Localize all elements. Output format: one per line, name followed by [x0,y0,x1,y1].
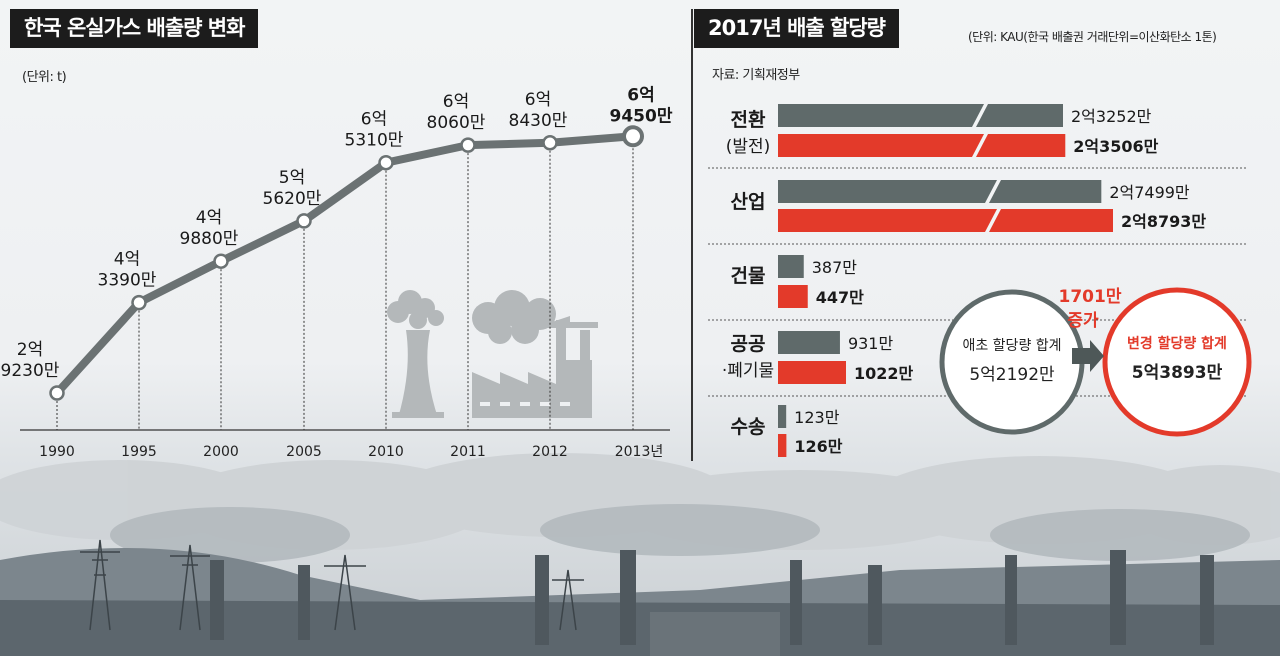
bar-value-label-changed: 2억8793만 [1121,212,1206,231]
x-tick-label: 2012 [532,444,568,460]
bar-value-label-original: 123만 [794,408,840,427]
category-label: 전환 [731,109,766,131]
original-total-circle [939,289,1085,435]
data-point [296,213,312,229]
original-total-label: 애초 할당량 합계 [962,338,1061,354]
data-label-line2: 5620만 [263,189,322,209]
x-tick-label: 1995 [121,444,157,460]
data-label-line1: 6억 [443,92,469,112]
bar-value-label-changed: 447만 [816,288,864,307]
axis-break-mark [985,209,1001,232]
bar-original [778,405,787,428]
x-tick-label: 2005 [286,444,322,460]
arrow-right-icon [1072,340,1104,372]
left-panel-title: 한국 온실가스 배출량 변화 [10,9,259,48]
data-label-line1: 2억 [17,340,43,360]
bar-changed [778,434,787,457]
x-tick-label: 2013년 [615,444,664,460]
panel-divider [691,9,693,461]
x-tick-label: 2000 [203,444,239,460]
data-label-line2: 8430만 [509,111,568,131]
bar-changed [778,285,808,308]
bar-changed [778,134,1066,157]
data-label-line1: 6억 [361,110,387,130]
data-label-line1: 4억 [196,208,222,228]
category-label: (발전) [726,137,771,157]
bar-value-label-changed: 1022만 [854,364,914,383]
bar-changed [778,209,1113,232]
x-tick-label: 2011 [450,444,486,460]
data-label-line1: 5억 [279,168,305,188]
data-label-line2: 3390만 [98,271,157,291]
category-label: 공공 [731,333,766,355]
bar-original [778,104,1063,127]
series-line [54,132,634,396]
data-point [131,294,147,311]
category-label: ·폐기물 [722,361,774,381]
data-point [460,137,476,153]
changed-total-label: 변경 할당량 합계 [1127,335,1227,352]
data-label-line2: 9880만 [180,229,239,249]
data-label-line2: 5310만 [345,131,404,151]
bar-original [778,180,1102,203]
increase-label: 증가 [1067,311,1099,331]
data-label-line2: 8060만 [427,113,486,133]
bar-value-label-original: 387만 [812,258,858,277]
increase-amount: 1701만 [1059,287,1122,307]
original-total-value: 5억2192만 [969,365,1055,385]
data-point [213,253,229,269]
transmission-towers [80,539,584,631]
axis-break-mark [985,180,1001,203]
data-label-line1: 6억 [525,90,551,110]
bar-value-label-changed: 126만 [794,437,842,456]
data-label-line2: 9450만 [610,106,673,126]
x-tick-label: 2010 [368,444,404,460]
bar-value-label-original: 931만 [848,334,894,353]
changed-total-circle [1102,287,1252,437]
data-point [622,125,644,148]
data-point [49,385,65,401]
smokestacks [210,550,1214,645]
source-label: 자료: 기획재정부 [712,68,800,83]
bar-original [778,331,840,354]
data-point [378,154,394,171]
category-label: 수송 [731,416,766,438]
bar-value-label-original: 2억7499만 [1109,183,1190,202]
bar-value-label-original: 2억3252만 [1071,107,1152,126]
changed-total-value: 5억3893만 [1132,363,1223,383]
category-label: 건물 [731,265,766,287]
axis-break-mark [972,104,988,127]
axis-break-mark [972,134,988,157]
right-panel-title: 2017년 배출 할당량 [694,9,899,48]
data-label-line1: 4억 [114,250,140,270]
smoke-clouds-dark [110,504,1250,563]
left-unit-label: (단위: t) [22,70,67,85]
bar-changed [778,361,846,384]
bar-original [778,255,804,278]
x-tick-label: 1990 [39,444,75,460]
data-label-line2: 9230만 [1,361,60,381]
data-point [542,135,558,151]
right-unit-label: (단위: KAU(한국 배출권 거래단위=이산화탄소 1톤) [968,30,1217,44]
data-label-line1: 6억 [627,85,654,105]
bar-value-label-changed: 2억3506만 [1073,137,1158,156]
category-label: 산업 [731,191,766,213]
